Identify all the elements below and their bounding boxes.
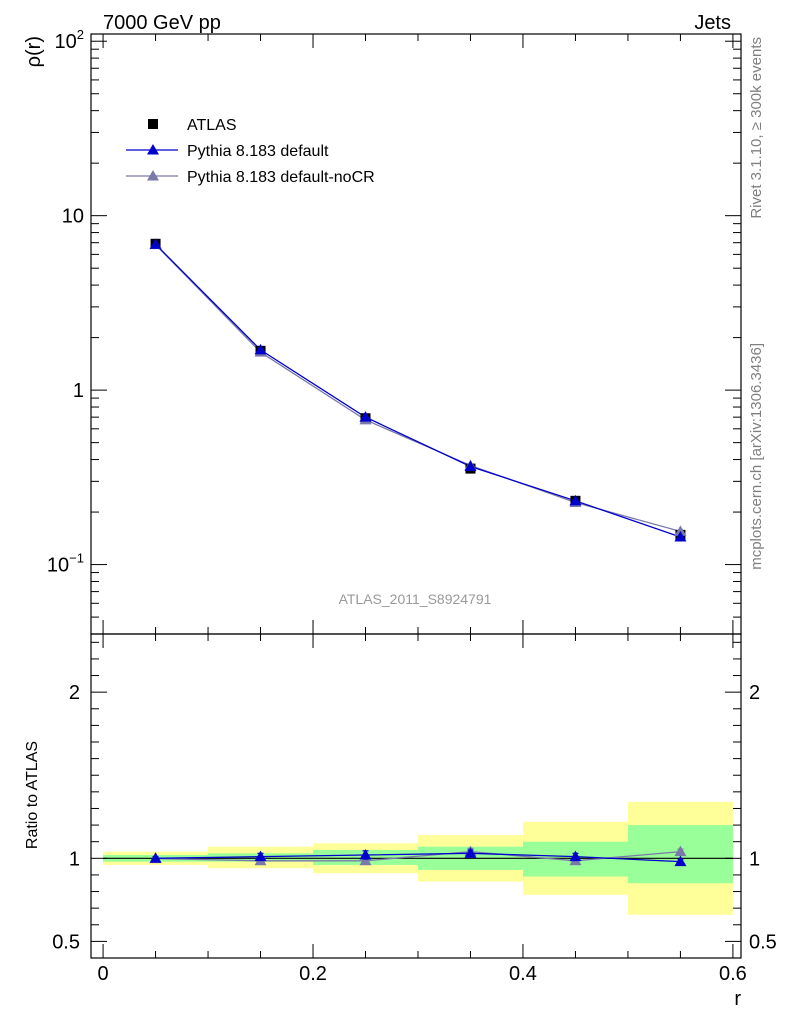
mc-point xyxy=(674,525,687,536)
ratio-y-tick-label: 1 xyxy=(69,848,80,870)
y-tick-label-base: 10 xyxy=(62,206,84,228)
y-tick-label-base: 1 xyxy=(73,380,84,402)
mc-series-line xyxy=(155,243,681,538)
x-tick-label: 0.4 xyxy=(509,963,537,985)
ratio-point xyxy=(254,850,267,862)
x-tick-label: 0.2 xyxy=(299,963,327,985)
y-tick-label-base: 10 xyxy=(55,31,77,53)
legend-marker-triangle xyxy=(147,144,159,155)
ratio-series-line xyxy=(155,852,681,863)
ratio-y-tick-label: 0.5 xyxy=(52,931,80,953)
side-label-mcplots: mcplots.cern.ch [arXiv:1306.3436] xyxy=(748,343,765,570)
y-tick-label-exponent: 2 xyxy=(77,27,84,42)
ratio-y-tick-label: 2 xyxy=(69,682,80,704)
mc-point xyxy=(149,238,162,249)
mc-point xyxy=(359,411,372,422)
side-label-rivet: Rivet 3.1.10, ≥ 300k events xyxy=(748,37,765,219)
ratio-point xyxy=(569,850,582,862)
mc-point xyxy=(674,530,687,542)
ratio-y-tick-label-right: 2 xyxy=(749,682,760,704)
watermark: ATLAS_2011_S8924791 xyxy=(339,591,492,607)
legend-label: Pythia 8.183 default xyxy=(187,143,329,160)
x-tick-label: 0.6 xyxy=(719,963,747,985)
ratio-plot-panel: 0 0.2 0.4 0.60.5 0.51 12 2 xyxy=(52,34,777,985)
ratio-y-tick-label-right: 0.5 xyxy=(749,931,777,953)
x-tick-label: 0 xyxy=(98,963,109,985)
legend: ATLAS Pythia 8.183 default Pythia 8.183 de… xyxy=(126,117,375,186)
y-tick-label: 1 xyxy=(73,380,84,402)
title-left: 7000 GeV pp xyxy=(103,12,221,34)
y-tick-label: 10−1 xyxy=(47,551,84,577)
y-tick-label: 10 xyxy=(62,206,84,228)
legend-label: ATLAS xyxy=(187,117,237,134)
legend-label: Pythia 8.183 default-noCR xyxy=(187,169,375,186)
mc-point xyxy=(569,494,582,506)
x-axis-label: r xyxy=(734,988,741,1010)
legend-marker-square xyxy=(148,119,158,129)
ratio-point xyxy=(149,852,162,863)
ratio-point xyxy=(464,847,477,858)
y-tick-label: 102 xyxy=(55,27,84,53)
y-tick-label-base: 10 xyxy=(47,555,69,577)
y-axis-label-main: ρ(r) xyxy=(23,36,45,67)
ratio-point xyxy=(674,845,687,857)
ratio-point xyxy=(359,854,372,866)
ratio-series-line xyxy=(155,851,681,862)
ratio-point xyxy=(674,855,687,867)
ratio-point xyxy=(359,848,372,860)
mc-point xyxy=(464,460,477,471)
ratio-frame xyxy=(90,633,742,959)
mc-series-line xyxy=(155,244,681,533)
y-tick-label-exponent: −1 xyxy=(69,551,84,566)
mc-point xyxy=(254,343,267,355)
y-axis-label-ratio: Ratio to ATLAS xyxy=(24,741,41,849)
legend-marker-triangle xyxy=(147,170,159,181)
title-right: Jets xyxy=(694,12,731,34)
ratio-y-tick-label-right: 1 xyxy=(749,848,760,870)
